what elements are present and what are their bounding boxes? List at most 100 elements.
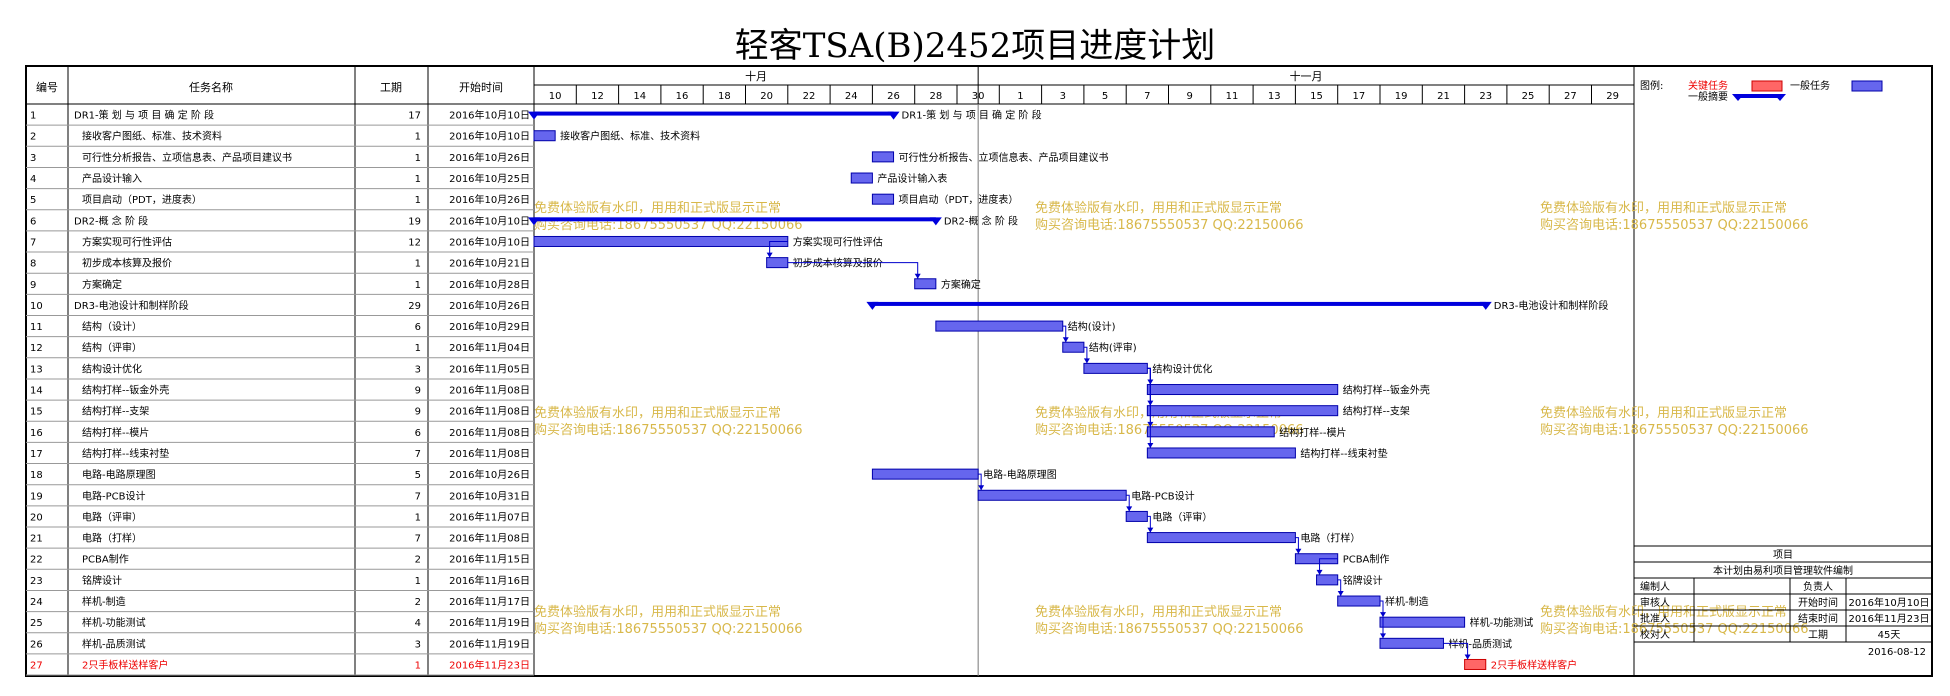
task-number: 5 bbox=[30, 195, 36, 206]
task-start-date: 2016年11月08日 bbox=[449, 405, 530, 418]
day-label: 1 bbox=[1017, 91, 1023, 102]
task-name: 结构打样--支架 bbox=[82, 405, 149, 418]
task-start-date: 2016年10月29日 bbox=[449, 320, 530, 333]
task-number: 26 bbox=[30, 639, 43, 650]
watermark-text: 免费体验版有水印，用用和正式版显示正常 bbox=[534, 604, 781, 620]
legend-normal-swatch bbox=[1851, 80, 1883, 92]
task-name: 样机-制造 bbox=[82, 595, 126, 608]
task-start-date: 2016年10月26日 bbox=[449, 468, 530, 481]
task-number: 15 bbox=[30, 407, 43, 418]
bar-label: 结构(评审) bbox=[1089, 341, 1137, 354]
dependency-arrow bbox=[1337, 591, 1344, 597]
dependency-arrow bbox=[978, 485, 985, 491]
summary-end-marker bbox=[528, 217, 540, 226]
day-label: 16 bbox=[676, 91, 689, 102]
legend-summary-marker bbox=[1774, 94, 1786, 101]
dependency-arrow bbox=[1062, 337, 1069, 343]
bar-label: 电路-PCB设计 bbox=[1131, 489, 1194, 502]
page-title: 轻客TSA(B)2452项目进度计划 bbox=[734, 26, 1216, 66]
task-number: 2 bbox=[30, 132, 36, 143]
task-bar bbox=[871, 193, 895, 205]
task-bar bbox=[1146, 384, 1339, 396]
task-number: 10 bbox=[30, 301, 43, 312]
bar-label: 电路（打样） bbox=[1300, 532, 1360, 545]
task-duration: 9 bbox=[415, 386, 421, 397]
task-number: 11 bbox=[30, 322, 43, 333]
task-duration: 1 bbox=[415, 343, 421, 354]
task-bar bbox=[1125, 510, 1148, 522]
info-note: 本计划由易利项目管理软件编制 bbox=[1713, 564, 1853, 577]
day-label: 9 bbox=[1186, 91, 1192, 102]
task-duration: 3 bbox=[415, 639, 421, 650]
legend-title: 图例: bbox=[1640, 79, 1663, 92]
info-date: 2016-08-12 bbox=[1868, 647, 1926, 658]
dependency-line bbox=[1147, 367, 1151, 448]
day-label: 11 bbox=[1226, 91, 1239, 102]
task-bar bbox=[1294, 553, 1339, 565]
bar-label: 铭牌设计 bbox=[1343, 574, 1383, 587]
task-duration: 1 bbox=[415, 153, 421, 164]
legend-normal-label: 一般任务 bbox=[1790, 79, 1830, 92]
task-bar bbox=[1062, 341, 1085, 353]
task-number: 7 bbox=[30, 237, 36, 248]
task-number: 12 bbox=[30, 343, 43, 354]
task-name: 电路-PCB设计 bbox=[82, 489, 145, 502]
task-start-date: 2016年10月10日 bbox=[449, 235, 530, 248]
task-duration: 1 bbox=[415, 512, 421, 523]
dependency-line bbox=[1337, 579, 1342, 597]
info-value: 2016年10月10日 bbox=[1849, 596, 1930, 609]
dependency-arrow bbox=[1083, 358, 1090, 364]
bar-label: 电路-电路原理图 bbox=[983, 468, 1057, 481]
day-label: 13 bbox=[1268, 91, 1281, 102]
day-label: 24 bbox=[845, 91, 858, 102]
bar-label: DR1-策 划 与 项 目 确 定 阶 段 bbox=[902, 109, 1042, 122]
task-name: 电路（打样） bbox=[82, 532, 142, 545]
dependency-line bbox=[978, 473, 982, 491]
day-label: 22 bbox=[803, 91, 816, 102]
task-bar bbox=[871, 468, 979, 480]
dependency-arrow bbox=[1295, 548, 1302, 554]
task-name: 样机-功能测试 bbox=[82, 616, 146, 629]
task-duration: 3 bbox=[415, 364, 421, 375]
task-duration: 1 bbox=[415, 259, 421, 270]
task-bar bbox=[850, 172, 873, 184]
task-bar bbox=[1146, 447, 1296, 459]
bar-label: 产品设计输入表 bbox=[877, 172, 947, 185]
task-duration: 6 bbox=[415, 322, 421, 333]
task-name: DR2-概 念 阶 段 bbox=[74, 214, 148, 227]
task-bar bbox=[914, 278, 937, 290]
task-bar bbox=[871, 151, 895, 163]
task-name: 电路（评审） bbox=[82, 510, 142, 523]
bar-label: 样机-功能测试 bbox=[1470, 616, 1534, 629]
task-name: DR1-策 划 与 项 目 确 定 阶 段 bbox=[74, 109, 214, 122]
task-duration: 7 bbox=[415, 491, 421, 502]
watermark-text: 购买咨询电话:18675550537 QQ:22150066 bbox=[1035, 217, 1304, 233]
dependency-arrow bbox=[1316, 569, 1323, 575]
task-name: 结构（评审） bbox=[82, 341, 142, 354]
bar-label: 电路（评审） bbox=[1152, 510, 1212, 523]
task-duration: 1 bbox=[415, 174, 421, 185]
dependency-line bbox=[1443, 642, 1469, 660]
dependency-arrow bbox=[1147, 442, 1154, 448]
task-start-date: 2016年11月07日 bbox=[449, 510, 530, 523]
task-start-date: 2016年10月26日 bbox=[449, 151, 530, 164]
info-label: 工期 bbox=[1808, 629, 1828, 641]
task-start-date: 2016年10月10日 bbox=[449, 130, 530, 143]
task-bar bbox=[1464, 658, 1487, 670]
summary-end-marker bbox=[528, 111, 540, 120]
day-label: 19 bbox=[1395, 91, 1408, 102]
task-bar bbox=[1146, 532, 1296, 544]
legend-critical-label: 关键任务 bbox=[1688, 79, 1728, 92]
day-label: 17 bbox=[1352, 91, 1365, 102]
task-name: 接收客户图纸、标准、技术资料 bbox=[82, 130, 222, 143]
task-number: 13 bbox=[30, 364, 43, 375]
task-name: 结构设计优化 bbox=[82, 362, 142, 375]
bar-label: 样机-品质测试 bbox=[1448, 637, 1512, 650]
task-start-date: 2016年10月31日 bbox=[449, 489, 530, 502]
task-start-date: 2016年10月28日 bbox=[449, 278, 530, 291]
bar-label: 结构打样--支架 bbox=[1343, 405, 1410, 418]
summary-bar bbox=[534, 217, 936, 222]
task-start-date: 2016年11月08日 bbox=[449, 384, 530, 397]
task-duration: 12 bbox=[408, 237, 421, 248]
